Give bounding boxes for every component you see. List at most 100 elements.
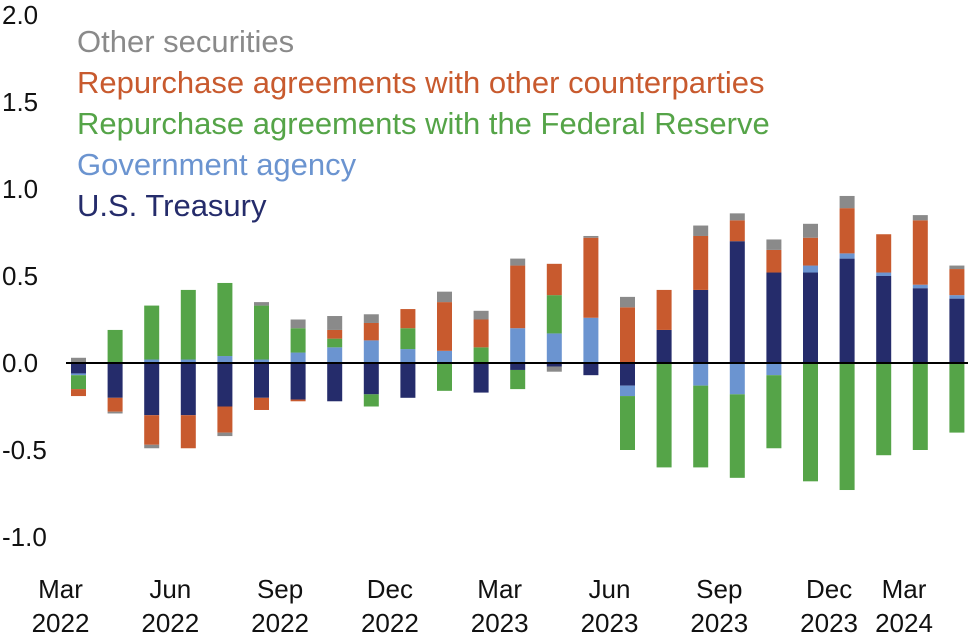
- bar-other-securities-14: [583, 235, 599, 238]
- bar-u-s-treasury-16: [656, 329, 672, 363]
- bar-u-s-treasury-18: [729, 241, 745, 363]
- bar-repurchase-agreements-with-other-counterparties-16: [656, 289, 672, 330]
- bar-u-s-treasury-1: [107, 363, 123, 398]
- bar-u-s-treasury-6: [290, 363, 306, 400]
- bar-u-s-treasury-22: [876, 276, 892, 363]
- bar-other-securities-18: [729, 213, 745, 221]
- bar-government-agency-19: [766, 363, 782, 376]
- bar-repurchase-agreements-with-other-counterparties-20: [803, 237, 818, 266]
- x-tick-label-year: 2023: [690, 608, 748, 638]
- bar-repurchase-agreements-with-the-federal-reserve-23: [912, 363, 928, 450]
- y-tick-label: 1.5: [2, 87, 38, 117]
- bar-other-securities-0: [71, 357, 86, 363]
- bar-government-agency-23: [912, 284, 928, 289]
- bar-repurchase-agreements-with-the-federal-reserve-3: [180, 289, 196, 360]
- bar-repurchase-agreements-with-the-federal-reserve-17: [693, 385, 709, 468]
- bar-government-agency-17: [693, 363, 709, 386]
- y-tick-label: 1.0: [2, 174, 38, 204]
- bar-government-agency-10: [437, 350, 452, 363]
- bar-repurchase-agreements-with-other-counterparties-17: [693, 235, 709, 290]
- bar-repurchase-agreements-with-the-federal-reserve-11: [473, 347, 489, 363]
- bar-government-agency-3: [180, 359, 196, 363]
- legend-item-government-agency: Government agency: [77, 147, 357, 182]
- bar-repurchase-agreements-with-other-counterparties-18: [729, 220, 745, 242]
- x-tick-label-month: Jun: [149, 574, 191, 604]
- bar-repurchase-agreements-with-the-federal-reserve-15: [620, 396, 635, 450]
- bar-repurchase-agreements-with-the-federal-reserve-7: [327, 338, 343, 348]
- bar-government-agency-22: [876, 272, 892, 276]
- bar-repurchase-agreements-with-other-counterparties-7: [327, 329, 343, 339]
- legend: Other securities Repurchase agreements wi…: [77, 24, 770, 223]
- bar-repurchase-agreements-with-the-federal-reserve-4: [217, 282, 233, 357]
- bar-repurchase-agreements-with-the-federal-reserve-10: [437, 363, 452, 391]
- x-tick-label-year: 2023: [581, 608, 639, 638]
- bar-repurchase-agreements-with-other-counterparties-11: [473, 319, 489, 348]
- bar-government-agency-18: [729, 363, 745, 395]
- bar-government-agency-6: [290, 352, 306, 363]
- bar-repurchase-agreements-with-the-federal-reserve-2: [144, 305, 160, 360]
- bar-repurchase-agreements-with-other-counterparties-1: [107, 397, 123, 412]
- legend-item-u-s-treasury: U.S. Treasury: [77, 188, 267, 223]
- x-tick-label-month: Dec: [367, 574, 413, 604]
- x-tick-label-month: Jun: [589, 574, 631, 604]
- bar-u-s-treasury-21: [839, 258, 855, 363]
- x-tick-label-year: 2024: [875, 608, 933, 638]
- bar-government-agency-21: [839, 253, 855, 259]
- bar-u-s-treasury-17: [693, 289, 709, 363]
- bar-other-securities-12: [510, 258, 526, 266]
- bar-u-s-treasury-8: [363, 363, 379, 395]
- x-axis-tick-labels: Mar 2022 Jun 2022 Sep 2022 Dec 2022 Mar 2023 Jun 20…: [32, 574, 933, 638]
- bar-repurchase-agreements-with-other-counterparties-4: [217, 406, 233, 433]
- bar-u-s-treasury-14: [583, 363, 599, 376]
- bar-repurchase-agreements-with-other-counterparties-13: [546, 263, 562, 296]
- bar-other-securities-5: [254, 302, 269, 306]
- bar-other-securities-2: [144, 444, 160, 449]
- x-tick-label-year: 2023: [800, 608, 858, 638]
- y-tick-label: -0.5: [2, 435, 47, 465]
- x-tick-label-month: Mar: [477, 574, 522, 604]
- bar-other-securities-4: [217, 432, 233, 437]
- bar-repurchase-agreements-with-the-federal-reserve-18: [729, 394, 745, 478]
- bar-u-s-treasury-19: [766, 272, 782, 363]
- y-tick-label: 0.5: [2, 261, 38, 291]
- x-tick-label-month: Mar: [882, 574, 927, 604]
- bar-repurchase-agreements-with-other-counterparties-3: [180, 415, 196, 449]
- bar-u-s-treasury-2: [144, 363, 160, 416]
- bar-government-agency-2: [144, 359, 160, 363]
- bar-u-s-treasury-12: [510, 363, 526, 370]
- x-tick-label-year: 2022: [251, 608, 309, 638]
- bar-other-securities-19: [766, 239, 782, 250]
- y-tick-label: 0.0: [2, 348, 38, 378]
- bars-layer: [71, 195, 965, 491]
- bar-repurchase-agreements-with-other-counterparties-2: [144, 415, 160, 445]
- bar-repurchase-agreements-with-other-counterparties-23: [912, 220, 928, 285]
- legend-item-other-securities: Other securities: [77, 24, 294, 59]
- bar-repurchase-agreements-with-the-federal-reserve-0: [71, 375, 86, 390]
- bar-repurchase-agreements-with-other-counterparties-21: [839, 208, 855, 254]
- bar-repurchase-agreements-with-the-federal-reserve-19: [766, 375, 782, 449]
- x-tick-label-year: 2022: [32, 608, 90, 638]
- legend-item-repurchase-agreements-with-other-counterparties: Repurchase agreements with other counter…: [77, 65, 765, 100]
- bar-repurchase-agreements-with-the-federal-reserve-12: [510, 369, 526, 390]
- bar-repurchase-agreements-with-the-federal-reserve-8: [363, 394, 379, 407]
- bar-u-s-treasury-3: [180, 363, 196, 416]
- bar-other-securities-17: [693, 225, 709, 236]
- bar-repurchase-agreements-with-other-counterparties-9: [400, 309, 416, 329]
- bar-repurchase-agreements-with-the-federal-reserve-22: [876, 363, 892, 456]
- bar-government-agency-5: [254, 359, 269, 363]
- bar-other-securities-8: [363, 314, 379, 323]
- bar-repurchase-agreements-with-other-counterparties-6: [290, 399, 306, 402]
- bar-repurchase-agreements-with-other-counterparties-5: [254, 397, 269, 410]
- bar-u-s-treasury-13: [546, 363, 562, 367]
- bar-other-securities-1: [107, 411, 123, 414]
- bar-repurchase-agreements-with-other-counterparties-24: [949, 269, 965, 296]
- bar-other-securities-6: [290, 319, 306, 329]
- x-tick-label-month: Mar: [38, 574, 83, 604]
- bar-repurchase-agreements-with-other-counterparties-14: [583, 237, 599, 318]
- bar-repurchase-agreements-with-the-federal-reserve-5: [254, 305, 269, 360]
- bar-other-securities-23: [912, 215, 928, 221]
- x-tick-label-year: 2022: [141, 608, 199, 638]
- y-tick-label: -1.0: [2, 522, 47, 552]
- bar-government-agency-24: [949, 295, 965, 299]
